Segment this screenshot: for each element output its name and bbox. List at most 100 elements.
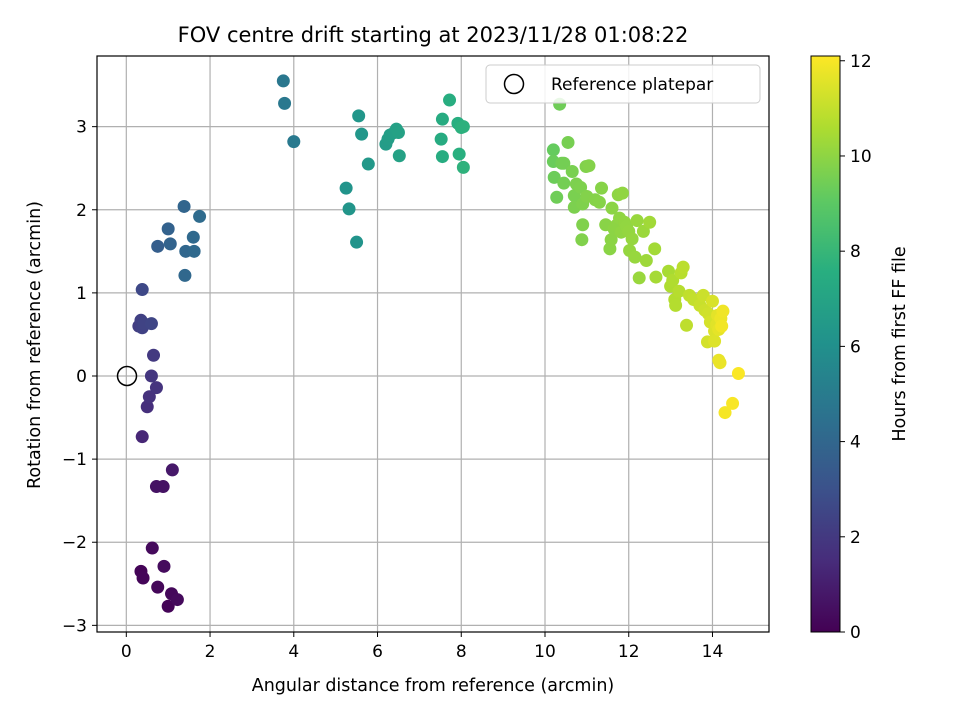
- scatter-point: [391, 125, 405, 139]
- scatter-point: [156, 480, 170, 494]
- scatter-point: [287, 135, 301, 149]
- scatter-point: [628, 250, 642, 264]
- scatter-point: [361, 157, 375, 171]
- y-tick-label: −3: [62, 616, 87, 636]
- scatter-point: [718, 406, 732, 420]
- scatter-point: [639, 253, 653, 267]
- scatter-point: [136, 571, 150, 585]
- scatter-point: [649, 270, 663, 284]
- scatter-point: [595, 181, 609, 195]
- scatter-point: [715, 319, 729, 333]
- colorbar-label: Hours from first FF file: [890, 246, 910, 441]
- x-axis-label: Angular distance from reference (arcmin): [252, 676, 615, 696]
- scatter-point: [576, 218, 590, 232]
- scatter-point: [435, 150, 449, 164]
- scatter-point: [151, 239, 165, 253]
- scatter-point: [648, 242, 662, 256]
- scatter-point: [636, 224, 650, 238]
- x-tick-label: 8: [456, 642, 467, 662]
- scatter-point: [170, 593, 184, 607]
- scatter-point: [456, 160, 470, 174]
- y-tick-label: 2: [76, 201, 87, 221]
- scatter-point: [140, 400, 154, 414]
- x-tick-label: 6: [372, 642, 383, 662]
- scatter-point: [672, 284, 686, 298]
- x-tick-label: 4: [288, 642, 299, 662]
- scatter-point: [731, 367, 745, 381]
- scatter-point: [452, 147, 466, 161]
- scatter-point: [456, 120, 470, 134]
- scatter-point: [443, 93, 457, 107]
- y-tick-label: −2: [62, 533, 87, 553]
- reference-marker: [116, 365, 138, 387]
- scatter-point: [339, 181, 353, 195]
- scatter-point: [565, 165, 579, 179]
- scatter-point: [575, 233, 589, 247]
- scatter-point: [142, 390, 156, 404]
- scatter-point: [135, 283, 149, 297]
- legend: Reference platepar: [485, 64, 761, 104]
- scatter-point: [604, 233, 618, 247]
- scatter-point: [547, 170, 561, 184]
- colorbar-tick-label: 0: [850, 623, 861, 643]
- scatter-point: [147, 348, 161, 362]
- scatter-point: [615, 186, 629, 200]
- y-tick-label: 3: [76, 118, 87, 138]
- scatter-point: [605, 201, 619, 215]
- scatter-point: [716, 304, 730, 318]
- scatter-point: [625, 232, 639, 246]
- x-tick-label: 10: [534, 642, 556, 662]
- colorbar-tick-label: 2: [850, 528, 861, 548]
- scatter-point: [669, 298, 683, 312]
- scatter-point: [187, 244, 201, 258]
- scatter-point: [276, 74, 290, 88]
- scatter-point: [355, 127, 369, 141]
- scatter-point: [676, 260, 690, 274]
- colorbar-tick-label: 10: [850, 147, 872, 167]
- scatter-point: [561, 135, 575, 149]
- scatter-point: [680, 318, 694, 332]
- scatter-point: [392, 149, 406, 163]
- x-axis-ticks: 0 2 4 6 8 10 12 14: [121, 632, 723, 662]
- scatter-point: [643, 215, 657, 229]
- colorbar-tick-label: 12: [850, 52, 872, 72]
- scatter-point: [163, 237, 177, 251]
- plot-frame: [96, 55, 770, 633]
- x-tick-label: 0: [121, 642, 132, 662]
- scatter-point: [193, 209, 207, 223]
- y-tick-label: 0: [76, 367, 87, 387]
- scatter-point: [151, 580, 165, 594]
- scatter-point: [149, 381, 163, 395]
- scatter-point: [708, 334, 722, 348]
- scatter-point: [726, 396, 740, 410]
- colorbar-tick-label: 6: [850, 337, 861, 357]
- scatter-point: [705, 294, 719, 308]
- scatter-point: [145, 541, 159, 555]
- colorbar: [810, 55, 841, 633]
- scatter-point: [342, 202, 356, 216]
- y-tick-label: 1: [76, 284, 87, 304]
- scatter-point: [161, 222, 175, 236]
- scatter-point: [352, 109, 366, 123]
- legend-box: [485, 64, 761, 104]
- scatter-point: [161, 599, 175, 613]
- chart-title: FOV centre drift starting at 2023/11/28 …: [178, 23, 689, 47]
- scatter-point: [186, 230, 200, 244]
- legend-marker: [503, 73, 525, 95]
- scatter-point: [144, 369, 158, 383]
- data-points: [132, 74, 745, 613]
- scatter-point: [177, 199, 191, 213]
- scatter-point: [582, 159, 596, 173]
- scatter-point: [546, 143, 560, 157]
- legend-label: Reference platepar: [551, 75, 713, 95]
- scatter-point: [178, 268, 192, 282]
- scatter-point: [434, 132, 448, 146]
- scatter-point: [157, 559, 171, 573]
- scatter-point: [557, 176, 571, 190]
- x-tick-label: 14: [702, 642, 724, 662]
- scatter-point: [165, 463, 179, 477]
- scatter-point: [278, 96, 292, 110]
- colorbar-ticks: 0 2 4 6 8 10 12: [840, 52, 872, 643]
- scatter-point: [435, 112, 449, 126]
- grid: [97, 56, 769, 632]
